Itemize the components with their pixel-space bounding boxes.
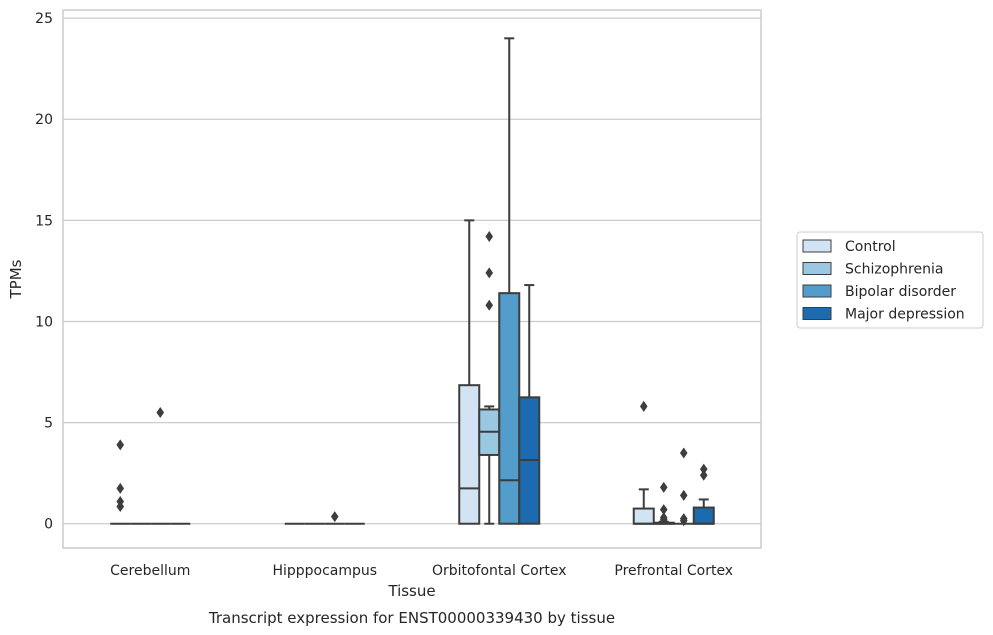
legend-label-major-depression: Major depression <box>845 307 965 323</box>
box-control-prefrontal-cortex <box>632 488 655 525</box>
y-axis-label: TPMs <box>7 259 25 299</box>
outlier-bipolar-disorder-cerebellum-0 <box>156 406 165 418</box>
legend-label-bipolar-disorder: Bipolar disorder <box>845 284 956 300</box>
outlier-major-depression-prefrontal-cortex-1 <box>699 469 708 481</box>
x-tick-label-cerebellum: Cerebellum <box>110 563 190 579</box>
outlier-major-depression-prefrontal-cortex-0 <box>699 463 708 475</box>
outlier-schizophrenia-orbitofontal-cortex-1 <box>485 267 494 279</box>
y-tick-label-5: 5 <box>44 416 53 432</box>
outlier-schizophrenia-prefrontal-cortex-3 <box>659 514 668 526</box>
legend-label-schizophrenia: Schizophrenia <box>845 262 943 278</box>
x-tick-label-prefrontal-cortex: Prefrontal Cortex <box>614 563 733 579</box>
y-tick-label-15: 15 <box>35 213 53 229</box>
y-tick-label-20: 20 <box>35 112 53 128</box>
x-tick-label-hipppocampus: Hipppocampus <box>272 563 377 579</box>
y-tick-label-25: 25 <box>35 11 53 27</box>
legend: Control Schizophrenia Bipolar disorder M… <box>796 231 984 329</box>
box-body <box>458 384 481 525</box>
y-tick-labels: 0 5 10 15 20 25 <box>35 11 53 533</box>
box-major-depression-orbitofontal-cortex <box>518 284 541 525</box>
boxes <box>110 37 715 525</box>
outlier-control-cerebellum-1 <box>116 482 125 494</box>
outlier-bipolar-disorder-prefrontal-cortex-3 <box>679 515 688 527</box>
box-body <box>498 292 521 525</box>
plot-area-frame <box>62 9 762 549</box>
outlier-schizophrenia-orbitofontal-cortex-0 <box>485 231 494 243</box>
outlier-control-cerebellum-3 <box>116 501 125 513</box>
x-tick-labels: Cerebellum Hipppocampus Orbitofontal Corte… <box>110 563 733 579</box>
outlier-schizophrenia-orbitofontal-cortex-2 <box>485 299 494 311</box>
legend-swatch-control <box>802 239 832 253</box>
outlier-bipolar-disorder-prefrontal-cortex-1 <box>679 489 688 501</box>
box-body <box>692 506 715 525</box>
outlier-schizophrenia-prefrontal-cortex-1 <box>659 504 668 516</box>
outlier-control-prefrontal-cortex-0 <box>639 400 648 412</box>
legend-swatch-major-depression <box>802 307 832 320</box>
box-bipolar-disorder-orbitofontal-cortex <box>498 37 521 525</box>
legend-swatch-bipolar-disorder <box>802 284 832 298</box>
outlier-schizophrenia-prefrontal-cortex-0 <box>659 481 668 493</box>
y-tick-label-0: 0 <box>44 517 53 533</box>
box-major-depression-prefrontal-cortex <box>692 498 715 525</box>
box-body <box>632 507 655 525</box>
x-axis-label: Tissue <box>387 582 435 600</box>
outliers <box>116 231 708 527</box>
legend-swatch-schizophrenia <box>802 262 832 275</box>
box-control-orbitofontal-cortex <box>458 219 481 525</box>
x-tick-label-orbitofontal-cortex: Orbitofontal Cortex <box>432 563 567 579</box>
legend-frame <box>796 231 984 329</box>
outlier-bipolar-disorder-prefrontal-cortex-0 <box>679 447 688 459</box>
legend-label-control: Control <box>845 239 896 255</box>
box-schizophrenia-orbitofontal-cortex <box>478 405 501 525</box>
gridlines <box>63 17 761 525</box>
chart-caption: Transcript expression for ENST0000033943… <box>208 609 615 627</box>
y-tick-label-10: 10 <box>35 314 53 330</box>
outlier-control-cerebellum-0 <box>116 439 125 451</box>
outlier-bipolar-disorder-hipppocampus-0 <box>330 511 339 523</box>
